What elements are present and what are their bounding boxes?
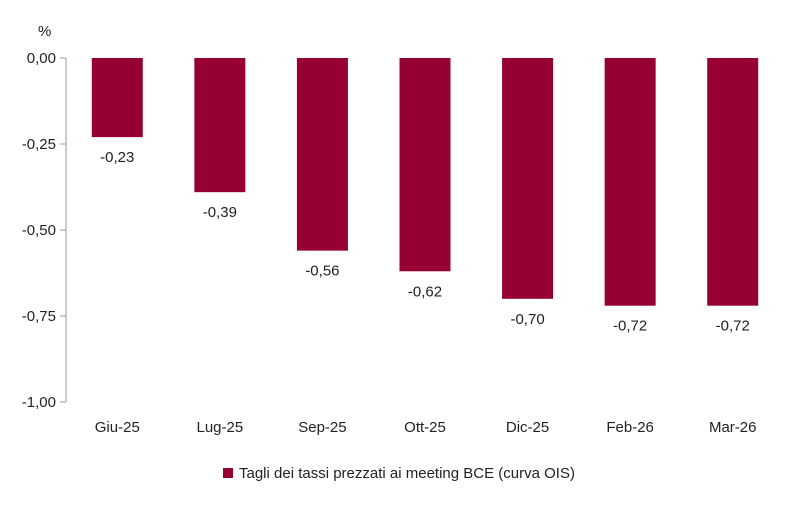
x-category-label: Feb-26 bbox=[606, 419, 654, 436]
bar bbox=[399, 58, 451, 272]
y-tick-label: -0,75 bbox=[22, 308, 56, 325]
y-unit-label: % bbox=[38, 23, 51, 40]
x-category-label: Lug-25 bbox=[196, 419, 243, 436]
x-category-label: Sep-25 bbox=[298, 419, 346, 436]
bars bbox=[91, 58, 759, 306]
x-category-label: Mar-26 bbox=[709, 419, 757, 436]
y-axis: 0,00 -0,25 -0,50 -0,75 -1,00 bbox=[22, 50, 67, 411]
x-category-label: Dic-25 bbox=[506, 419, 549, 436]
data-label: -0,23 bbox=[100, 149, 134, 166]
data-label: -0,56 bbox=[305, 263, 339, 280]
x-category-label: Ott-25 bbox=[404, 419, 446, 436]
y-tick-label: -0,50 bbox=[22, 222, 56, 239]
y-tick-label: -1,00 bbox=[22, 394, 56, 411]
data-label: -0,39 bbox=[203, 204, 237, 221]
data-label: -0,72 bbox=[716, 318, 750, 335]
y-tick-label: 0,00 bbox=[27, 50, 56, 67]
legend: Tagli dei tassi prezzati ai meeting BCE … bbox=[223, 465, 575, 482]
y-tick-label: -0,25 bbox=[22, 136, 56, 153]
data-label: -0,70 bbox=[510, 311, 544, 328]
bar bbox=[707, 58, 759, 306]
data-label: -0,72 bbox=[613, 318, 647, 335]
bar bbox=[296, 58, 348, 251]
bar bbox=[91, 58, 143, 138]
bar bbox=[502, 58, 554, 299]
x-axis: Giu-25 Lug-25 Sep-25 Ott-25 Dic-25 Feb-26 Mar-… bbox=[95, 419, 757, 436]
bar bbox=[604, 58, 656, 306]
legend-swatch bbox=[223, 468, 233, 478]
x-category-label: Giu-25 bbox=[95, 419, 140, 436]
data-labels: -0,23 -0,39 -0,56 -0,62 -0,70 -0,72 -0,72 bbox=[100, 149, 750, 335]
legend-label: Tagli dei tassi prezzati ai meeting BCE … bbox=[239, 465, 575, 482]
data-label: -0,62 bbox=[408, 283, 442, 300]
bar bbox=[194, 58, 246, 193]
